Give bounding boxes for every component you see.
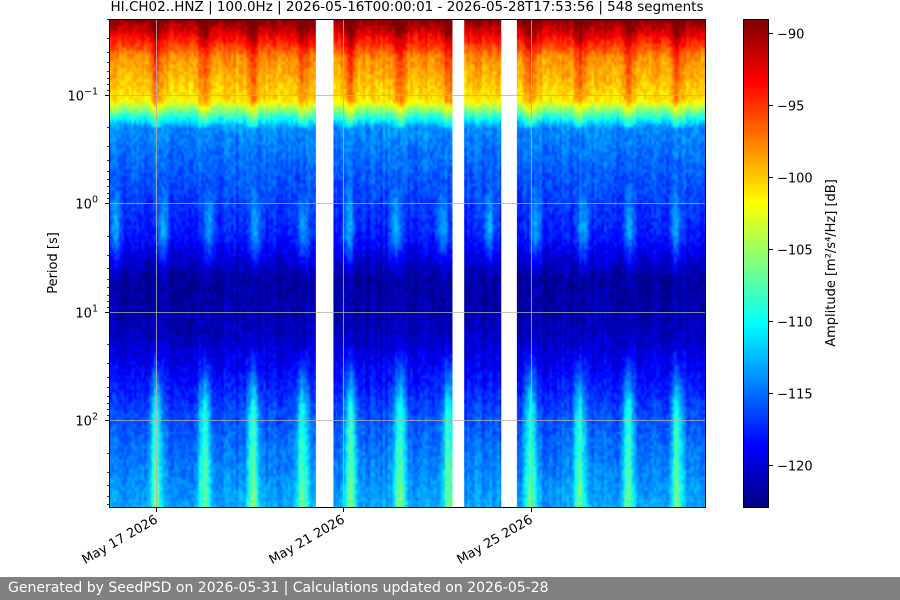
y-tick-label: 101: [75, 304, 98, 322]
grid-lines: [109, 19, 706, 508]
colorbar: −90 −95 −100 −105 −110 −115 −120 Amplitude [m²…: [743, 19, 839, 508]
plot-frame: [109, 19, 706, 508]
data-gap: [315, 19, 334, 508]
spectrogram-plot-area: [109, 19, 706, 508]
colorbar-tick-label: −120: [777, 460, 813, 475]
colorbar-label: Amplitude [m²/s⁴/Hz] [dB]: [824, 179, 839, 347]
spectrogram-heatmap: [109, 19, 706, 508]
colorbar-ticks: −90 −95 −100 −105 −110 −115 −120: [769, 28, 813, 475]
colorbar-tick-label: −90: [777, 28, 804, 43]
colorbar-tick-label: −115: [777, 388, 813, 403]
x-axis: May 17 2026 May 21 2026 May 25 2026: [80, 508, 536, 568]
data-gap: [501, 19, 517, 508]
data-gap: [452, 19, 465, 508]
y-tick-label: 100: [75, 195, 98, 213]
colorbar-tick-label: −100: [777, 172, 813, 187]
colorbar-tick-label: −110: [777, 316, 813, 331]
y-axis: 10−1 100 101 102: [67, 19, 109, 505]
colorbar-frame: [743, 19, 769, 508]
colorbar-gradient: [743, 19, 769, 508]
x-tick-label: May 17 2026: [80, 512, 161, 567]
y-axis-label: Period [s]: [46, 232, 61, 294]
y-tick-label: 102: [75, 412, 98, 430]
y-tick-label: 10−1: [67, 87, 98, 105]
data-gaps: [315, 19, 517, 508]
x-tick-label: May 25 2026: [455, 512, 536, 567]
x-tick-label: May 21 2026: [267, 512, 348, 567]
spectrogram-chart: HI.CH02..HNZ | 100.0Hz | 2026-05-16T00:0…: [46, 0, 839, 568]
colorbar-tick-label: −95: [777, 100, 804, 115]
footer-bar: Generated by SeedPSD on 2026-05-31 | Cal…: [0, 577, 900, 600]
footer-text: Generated by SeedPSD on 2026-05-31 | Cal…: [8, 580, 549, 596]
colorbar-tick-label: −105: [777, 244, 813, 259]
chart-title: HI.CH02..HNZ | 100.0Hz | 2026-05-16T00:0…: [111, 0, 704, 15]
